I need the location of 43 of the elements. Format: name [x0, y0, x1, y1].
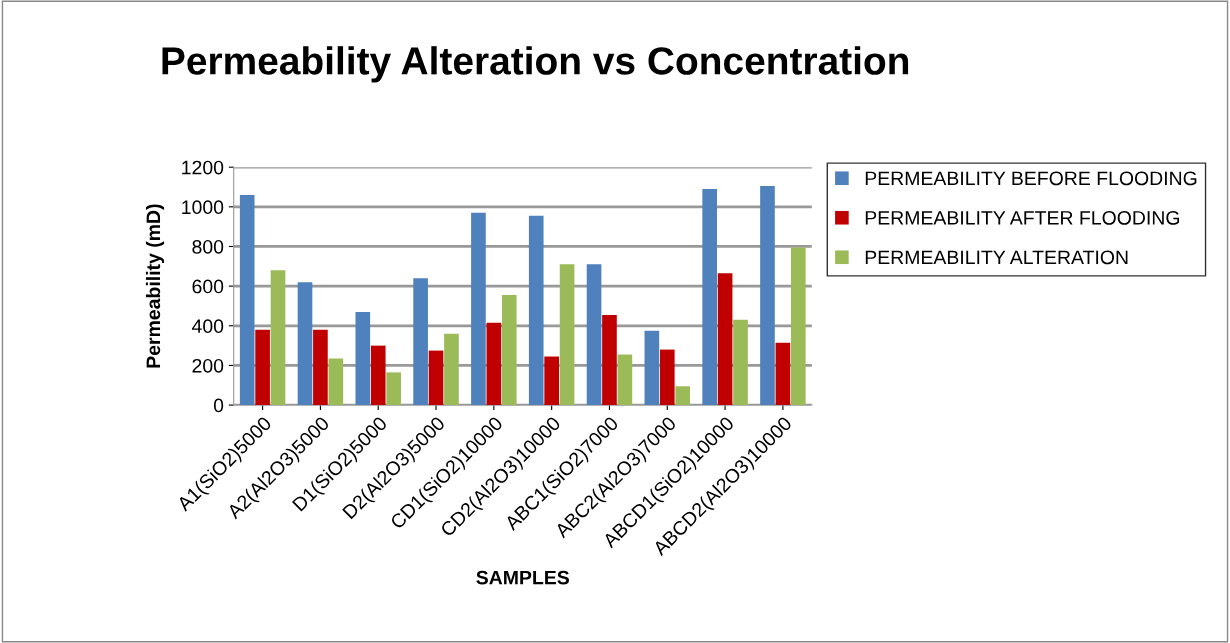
- bar: [528, 215, 544, 406]
- bar: [471, 212, 486, 406]
- bar: [328, 358, 344, 406]
- x-axis-title: SAMPLES: [476, 570, 569, 585]
- bar: [255, 329, 270, 406]
- bar: [717, 273, 733, 406]
- bar: [413, 278, 428, 406]
- bar: [297, 282, 313, 406]
- y-tick-label: 1000: [182, 200, 224, 215]
- y-tick-label: 200: [192, 358, 224, 373]
- bar: [355, 311, 371, 406]
- bar: [790, 247, 806, 406]
- y-tick-label: 400: [191, 319, 224, 334]
- bar: [775, 342, 791, 406]
- bar: [501, 295, 517, 406]
- legend-label: PERMEABILITY ALTERATION: [865, 250, 1128, 265]
- bar: [659, 349, 675, 406]
- bar: [544, 356, 559, 406]
- bar: [270, 270, 286, 406]
- chart-title: Permeability Alteration vs Concentration: [162, 46, 909, 83]
- bar: [239, 194, 255, 406]
- bar: [644, 330, 660, 406]
- legend-label: PERMEABILITY BEFORE FLOODING: [865, 171, 1197, 186]
- bar: [617, 354, 633, 406]
- bar: [313, 329, 328, 406]
- bar: [702, 188, 717, 406]
- y-tick-label: 800: [192, 239, 224, 254]
- bar: [675, 386, 691, 406]
- bar: [486, 322, 502, 406]
- bar: [370, 345, 386, 406]
- bar: [559, 264, 575, 406]
- y-tick-label: 0: [213, 398, 224, 413]
- y-tick-label: 1200: [182, 160, 224, 175]
- bar: [760, 186, 775, 406]
- y-axis-title: Permeability (mD): [145, 204, 165, 368]
- bar: [733, 319, 748, 406]
- bar: [444, 333, 459, 406]
- bar: [428, 350, 444, 406]
- legend-label: PERMEABILITY AFTER FLOODING: [865, 210, 1180, 225]
- bar: [602, 314, 617, 406]
- y-tick-label: 600: [192, 279, 224, 294]
- bar: [586, 264, 602, 406]
- bar: [386, 372, 401, 406]
